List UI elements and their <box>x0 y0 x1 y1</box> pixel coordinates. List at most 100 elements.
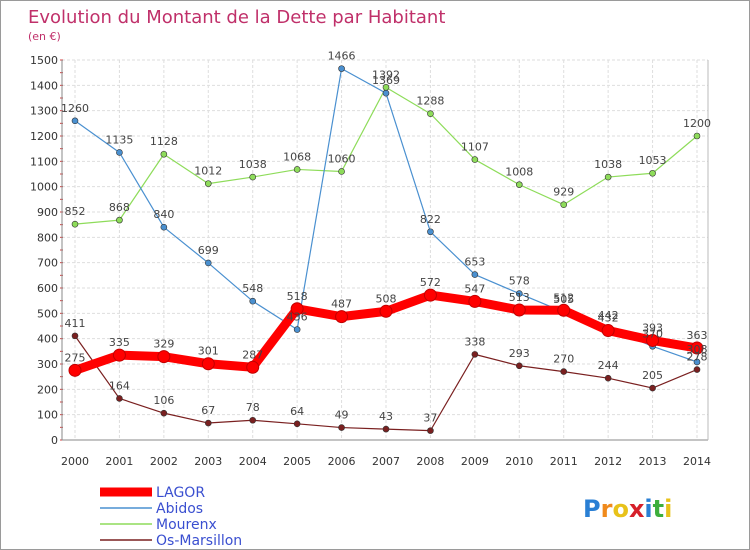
point-abidos <box>471 271 479 278</box>
data-label-lagor: 329 <box>153 338 174 351</box>
point-mourenx <box>338 168 345 175</box>
data-label-mourenx: 1128 <box>150 135 178 148</box>
logo-letter: i <box>644 495 652 523</box>
data-label-os-marsillon: 164 <box>109 379 130 392</box>
point-lagor <box>335 310 349 324</box>
y-tick-label: 900 <box>37 206 58 219</box>
data-label-mourenx: 1038 <box>594 158 622 171</box>
point-mourenx <box>427 110 434 118</box>
point-lagor <box>423 288 437 302</box>
point-os-marsillon <box>71 332 79 340</box>
data-label-lagor: 518 <box>287 290 308 303</box>
y-tick-label: 100 <box>37 409 58 422</box>
point-os-marsillon <box>560 368 568 375</box>
data-label-abidos: 436 <box>287 311 308 324</box>
y-tick-label: 200 <box>37 383 58 396</box>
point-abidos <box>382 89 390 97</box>
point-os-marsillon <box>160 409 168 417</box>
x-tick-label: 2005 <box>283 455 311 468</box>
data-label-os-marsillon: 244 <box>598 359 619 372</box>
data-label-abidos: 370 <box>642 327 663 340</box>
y-tick-label: 300 <box>37 358 58 371</box>
logo-letter: x <box>629 495 645 523</box>
data-label-lagor: 432 <box>598 312 619 325</box>
data-labels: 411 164 106 67 78 64 49 43 37 338 293 270 244 205 278 8… <box>61 50 711 425</box>
point-os-marsillon <box>204 419 212 427</box>
point-abidos <box>116 149 123 156</box>
y-tick-label: 800 <box>37 231 58 244</box>
point-os-marsillon <box>649 384 656 392</box>
y-tick-label: 0 <box>51 434 58 447</box>
data-label-os-marsillon: 43 <box>379 410 393 423</box>
point-mourenx <box>293 166 301 173</box>
logo-letter: r <box>601 495 613 523</box>
point-mourenx <box>160 150 168 158</box>
x-tick-label: 2002 <box>150 455 178 468</box>
data-label-mourenx: 1200 <box>683 117 711 130</box>
data-label-lagor: 513 <box>509 291 530 304</box>
point-lagor <box>557 303 571 317</box>
point-mourenx <box>471 156 479 163</box>
data-label-os-marsillon: 293 <box>509 347 530 360</box>
y-tick-label: 1100 <box>30 155 58 168</box>
series-layer <box>68 65 704 434</box>
y-tick-label: 1300 <box>30 105 58 118</box>
data-label-abidos: 308 <box>687 343 708 356</box>
grid-lines <box>62 59 708 441</box>
x-tick-label: 2007 <box>372 455 400 468</box>
x-tick-label: 2014 <box>683 455 711 468</box>
data-label-abidos: 548 <box>242 282 263 295</box>
data-label-mourenx: 1060 <box>328 152 356 165</box>
point-lagor <box>646 333 660 347</box>
y-tick-label: 500 <box>37 307 58 320</box>
point-lagor <box>512 303 526 317</box>
x-tick-label: 2012 <box>594 455 622 468</box>
x-tick-label: 2004 <box>239 455 267 468</box>
y-tick-label: 1200 <box>30 130 58 143</box>
data-label-mourenx: 852 <box>65 205 86 218</box>
point-mourenx <box>560 201 568 208</box>
data-label-lagor: 572 <box>420 276 441 289</box>
data-label-lagor: 275 <box>65 351 86 364</box>
x-tick-label: 2006 <box>328 455 356 468</box>
data-label-abidos: 822 <box>420 213 441 226</box>
data-label-os-marsillon: 49 <box>335 409 349 422</box>
data-label-abidos: 1466 <box>328 50 356 63</box>
x-tick-label: 2011 <box>550 455 578 468</box>
point-abidos <box>427 228 434 236</box>
point-os-marsillon <box>116 395 123 402</box>
legend-label-lagor: LAGOR <box>156 485 205 501</box>
y-tick-label: 400 <box>37 333 58 346</box>
data-label-os-marsillon: 67 <box>201 404 215 417</box>
x-tick-label: 2009 <box>461 455 489 468</box>
point-os-marsillon <box>249 416 257 424</box>
data-label-mourenx: 1288 <box>416 95 444 108</box>
data-label-mourenx: 1008 <box>505 166 533 179</box>
point-lagor <box>68 363 82 377</box>
data-label-abidos: 1135 <box>105 133 133 146</box>
data-label-lagor: 301 <box>198 345 219 358</box>
x-tick-label: 2013 <box>639 455 667 468</box>
point-os-marsillon <box>427 427 434 434</box>
legend-label-os-marsillon: Os-Marsillon <box>156 533 242 549</box>
logo-letter: o <box>612 495 629 523</box>
point-mourenx <box>249 173 257 181</box>
x-tick-label: 2003 <box>194 455 222 468</box>
data-label-mourenx: 1392 <box>372 68 400 81</box>
data-label-mourenx: 1012 <box>194 165 222 178</box>
point-os-marsillon <box>471 351 479 358</box>
point-mourenx <box>693 132 701 140</box>
point-os-marsillon <box>693 366 701 373</box>
legend-label-abidos: Abidos <box>156 501 203 517</box>
y-tick-label: 1400 <box>30 79 58 92</box>
logo-letter: t <box>653 495 664 523</box>
point-abidos <box>693 358 701 366</box>
logo-letter: i <box>664 495 672 523</box>
point-mourenx <box>649 169 656 177</box>
data-label-lagor: 508 <box>376 292 397 305</box>
x-tick-label: 2010 <box>505 455 533 468</box>
y-tick-label: 600 <box>37 282 58 295</box>
point-mourenx <box>116 216 123 224</box>
